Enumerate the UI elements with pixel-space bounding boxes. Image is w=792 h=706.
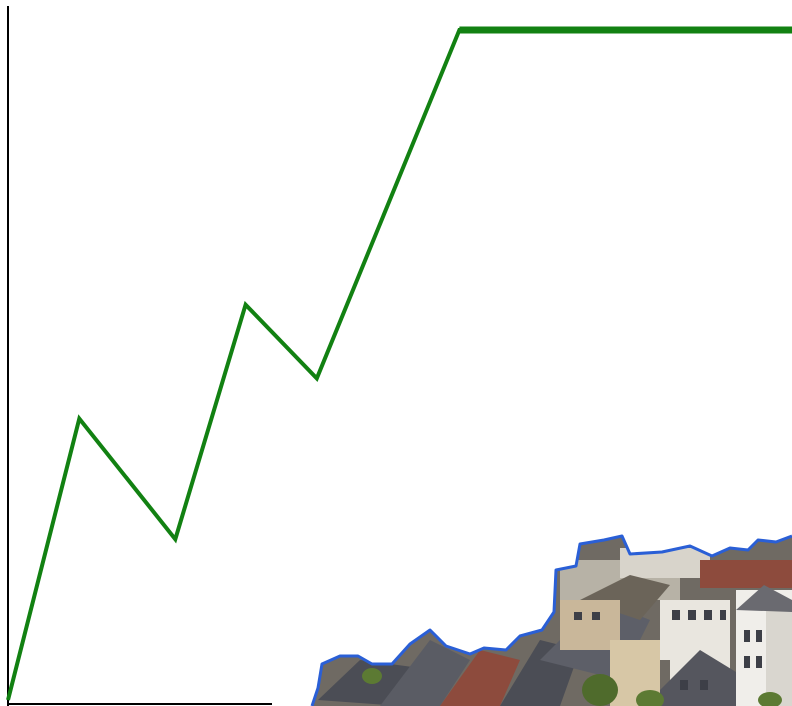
skyline-outline: [310, 534, 792, 706]
city-rooftops-image: [310, 534, 792, 706]
series-layer: [6, 26, 792, 701]
